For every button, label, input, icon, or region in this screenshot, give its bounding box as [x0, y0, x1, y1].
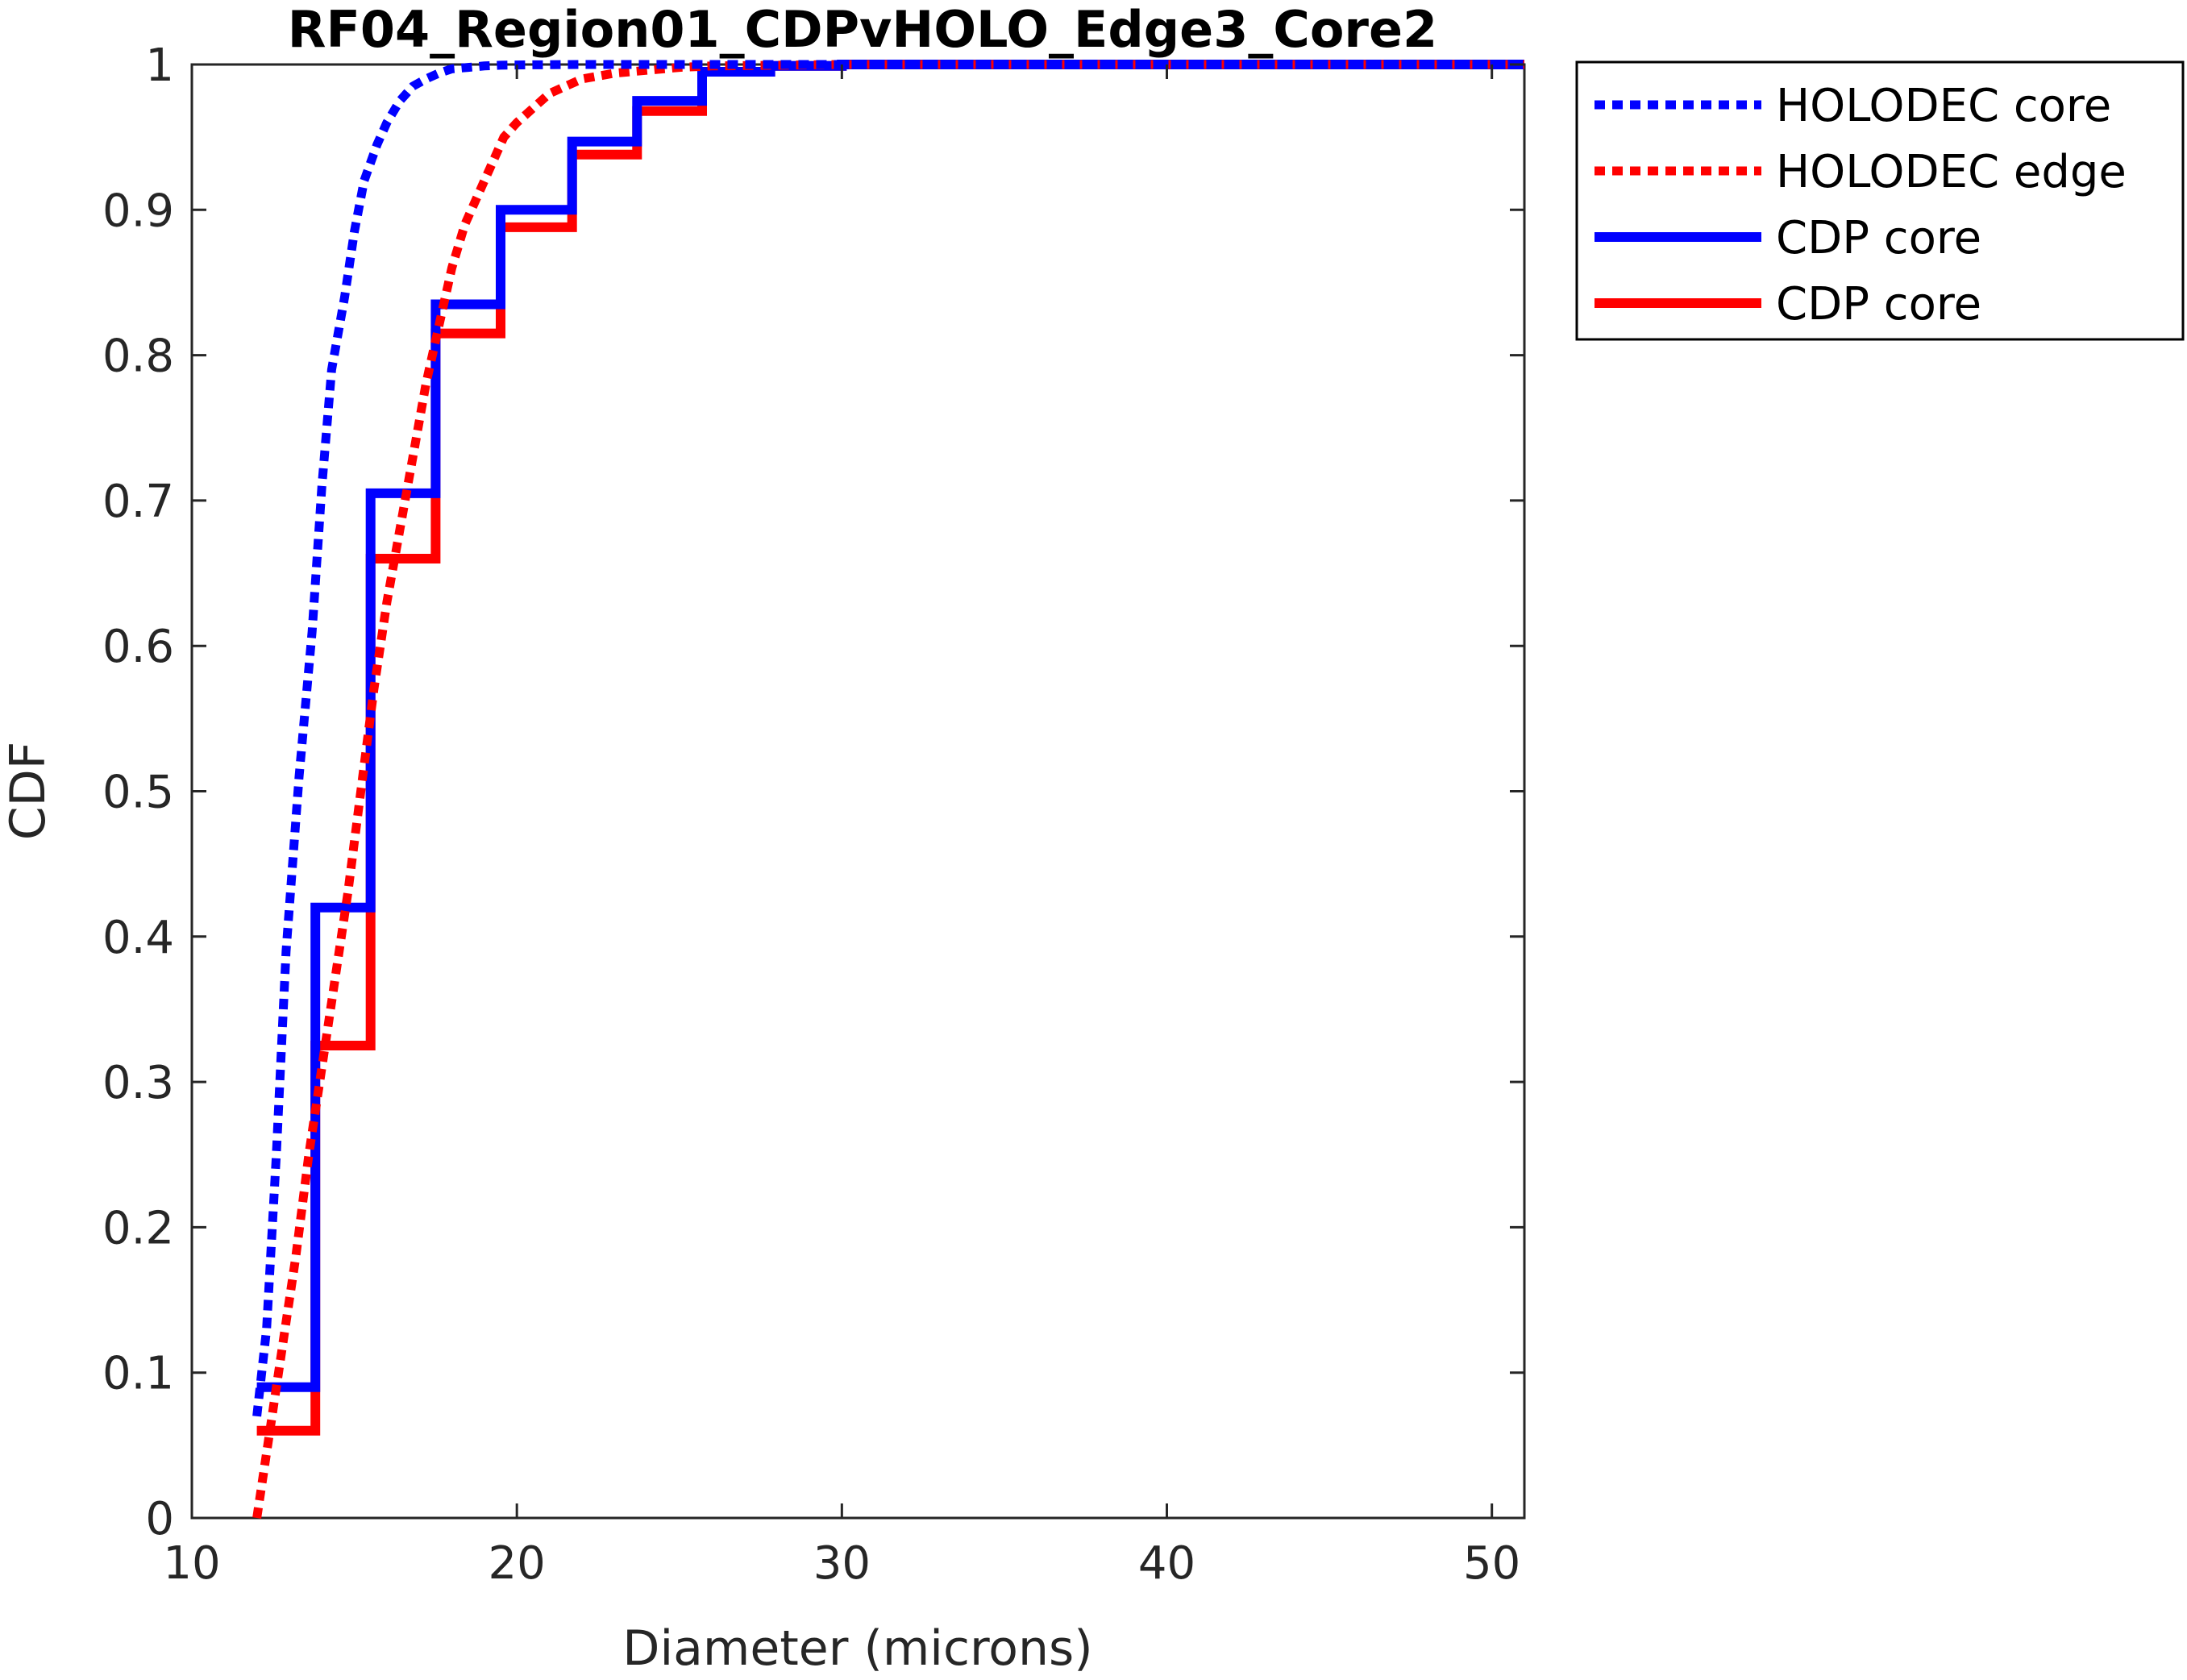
x-tick-label: 30 — [813, 1537, 871, 1590]
x-tick-label: 10 — [163, 1537, 220, 1590]
series-layer — [252, 60, 1524, 1519]
y-tick-label: 0.3 — [102, 1057, 174, 1109]
y-tick-label: 0.4 — [102, 912, 174, 964]
y-tick-label: 0.7 — [102, 476, 174, 528]
y-axis-label: CDF — [0, 742, 56, 841]
y-tick-label: 1 — [145, 40, 174, 92]
legend-box — [1575, 60, 2185, 341]
legend-label-4: CDP core — [1776, 278, 1981, 331]
plot-frame — [190, 63, 1526, 1520]
legend-label-2: HOLODEC edge — [1776, 146, 2127, 198]
legend-label-1: HOLODEC core — [1776, 80, 2111, 132]
legend: HOLODEC core HOLODEC edge CDP core CDP core — [1575, 60, 2185, 341]
plot-area: 10 20 30 40 50 0 0.1 0.2 0.3 0.4 0.5 0.6 0.7 0.8 0.9 1 — [102, 40, 1526, 1590]
y-tick-label: 0.8 — [102, 331, 174, 383]
y-tick-label: 0 — [145, 1493, 174, 1545]
y-tick-label: 0.5 — [102, 767, 174, 819]
x-tick-label: 50 — [1463, 1537, 1520, 1590]
y-tick-label: 0.9 — [102, 185, 174, 237]
chart-title: RF04_Region01_CDPvHOLO_Edge3_Core2 — [288, 0, 1437, 59]
x-axis-label: Diameter (microns) — [622, 1620, 1092, 1677]
ticks-layer: 10 20 30 40 50 0 0.1 0.2 0.3 0.4 0.5 0.6 0.7 0.8 0.9 1 — [102, 40, 1524, 1590]
y-tick-label: 0.2 — [102, 1202, 174, 1254]
x-tick-label: 40 — [1138, 1537, 1195, 1590]
series-line-2 — [252, 60, 1524, 1519]
legend-label-3: CDP core — [1776, 212, 1981, 264]
y-tick-label: 0.1 — [102, 1348, 174, 1400]
y-tick-label: 0.6 — [102, 621, 174, 673]
x-tick-label: 20 — [489, 1537, 546, 1590]
